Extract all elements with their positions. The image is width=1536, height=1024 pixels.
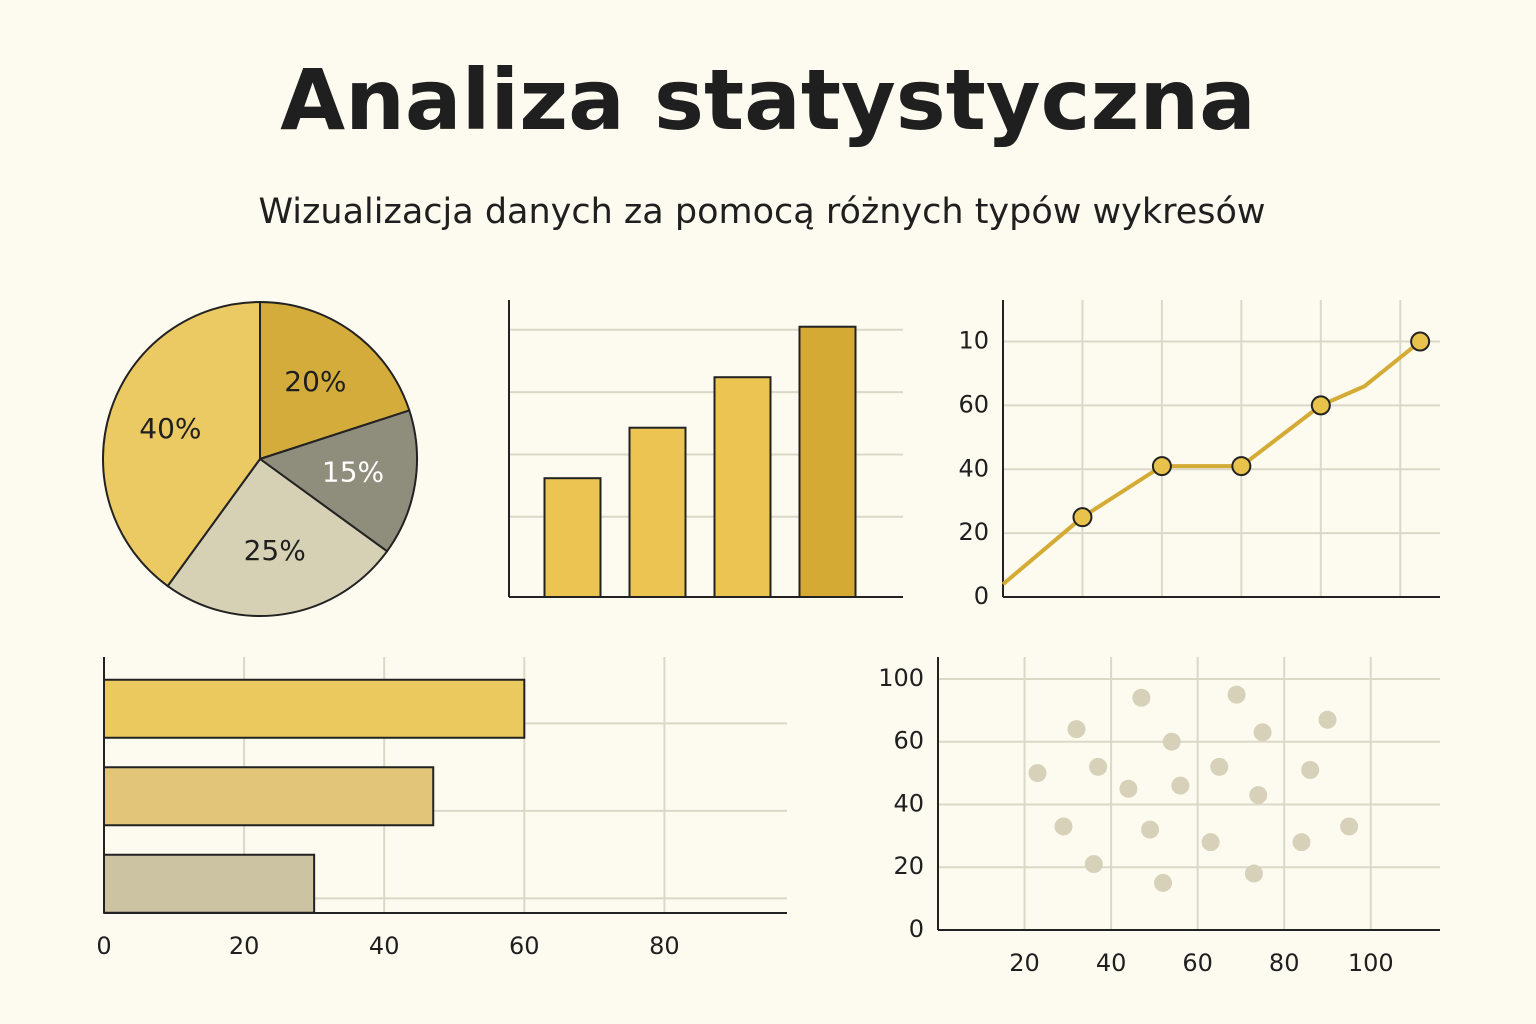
point bbox=[1318, 710, 1337, 729]
y-tick-label: 0 bbox=[909, 915, 924, 943]
point bbox=[1162, 732, 1181, 751]
bar bbox=[543, 477, 602, 599]
x-tick-label: 40 bbox=[369, 932, 400, 960]
y-tick-label: 60 bbox=[958, 390, 989, 418]
point bbox=[1054, 817, 1073, 836]
point bbox=[1231, 456, 1252, 477]
y-tick-label: 40 bbox=[958, 454, 989, 482]
point bbox=[1028, 764, 1047, 783]
point bbox=[1089, 757, 1108, 776]
point bbox=[1253, 723, 1272, 742]
point bbox=[1067, 720, 1086, 739]
bar bbox=[103, 766, 435, 827]
pie-slice bbox=[259, 300, 411, 461]
point bbox=[1249, 786, 1268, 805]
point bbox=[1132, 688, 1151, 707]
bar bbox=[713, 376, 772, 598]
bar bbox=[628, 426, 687, 598]
x-tick-label: 20 bbox=[229, 932, 260, 960]
point bbox=[1227, 685, 1246, 704]
point bbox=[1154, 873, 1173, 892]
page-title: Analiza statystyczna bbox=[280, 51, 1256, 149]
point bbox=[1171, 776, 1190, 795]
point bbox=[1201, 833, 1220, 852]
y-tick-label: 60 bbox=[893, 727, 924, 755]
point bbox=[1072, 507, 1093, 528]
slice-label: 20% bbox=[284, 365, 346, 398]
y-tick-label: 100 bbox=[878, 664, 924, 692]
pie-slice bbox=[102, 300, 261, 588]
x-tick-label: 80 bbox=[1269, 949, 1300, 977]
point bbox=[1292, 833, 1311, 852]
pie-slice bbox=[166, 457, 389, 617]
point bbox=[1119, 779, 1138, 798]
point bbox=[1310, 395, 1331, 416]
x-tick-label: 60 bbox=[509, 932, 540, 960]
slice-label: 40% bbox=[139, 412, 201, 445]
bar bbox=[103, 853, 316, 914]
y-tick-label: 0 bbox=[974, 582, 989, 610]
point bbox=[1340, 817, 1359, 836]
bar bbox=[798, 325, 857, 598]
point bbox=[1151, 456, 1172, 477]
y-tick-label: 20 bbox=[893, 852, 924, 880]
x-tick-label: 60 bbox=[1182, 949, 1213, 977]
point bbox=[1141, 820, 1160, 839]
slice-label: 25% bbox=[244, 534, 306, 567]
x-tick-label: 100 bbox=[1348, 949, 1394, 977]
y-tick-label: 10 bbox=[958, 327, 989, 355]
point bbox=[1084, 855, 1103, 874]
point bbox=[1244, 864, 1263, 883]
point bbox=[1210, 757, 1229, 776]
y-tick-label: 40 bbox=[893, 789, 924, 817]
page-subtitle: Wizualizacja danych za pomocą różnych ty… bbox=[258, 192, 1265, 232]
pie-slice bbox=[257, 409, 418, 553]
y-tick-label: 20 bbox=[958, 518, 989, 546]
x-tick-label: 40 bbox=[1096, 949, 1127, 977]
x-tick-label: 80 bbox=[649, 932, 680, 960]
x-tick-label: 0 bbox=[96, 932, 111, 960]
x-tick-label: 20 bbox=[1009, 949, 1040, 977]
point bbox=[1410, 331, 1431, 352]
point bbox=[1301, 760, 1320, 779]
slice-label: 15% bbox=[322, 456, 384, 489]
bar bbox=[103, 678, 526, 739]
